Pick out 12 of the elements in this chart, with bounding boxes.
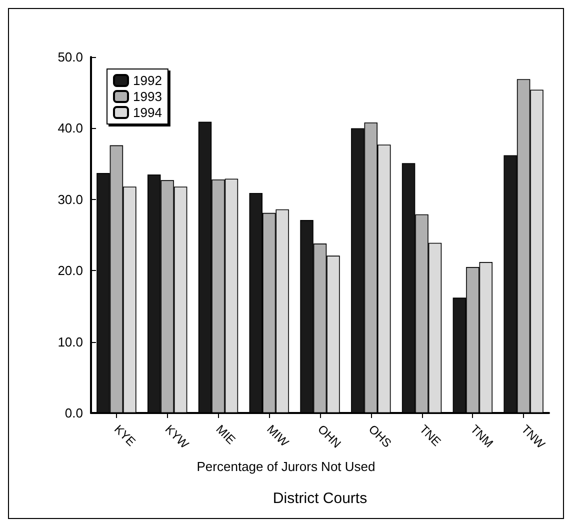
y-tick-label: 30.0 [58, 192, 83, 207]
legend-label: 1994 [133, 105, 162, 120]
y-tick-label: 50.0 [58, 50, 83, 64]
x-tick-label: MIE [213, 422, 238, 448]
x-axis-title: District Courts [272, 490, 368, 507]
y-tick-label: 0.0 [64, 406, 83, 420]
legend-label: 1993 [133, 89, 162, 104]
legend-label: 1992 [133, 73, 162, 88]
y-tick-label: 10.0 [58, 334, 83, 350]
y-tick-label: 20.0 [58, 263, 83, 278]
y-tick-label: 40.0 [58, 120, 83, 136]
text: Percentage of Jurors Not Used [196, 459, 376, 474]
